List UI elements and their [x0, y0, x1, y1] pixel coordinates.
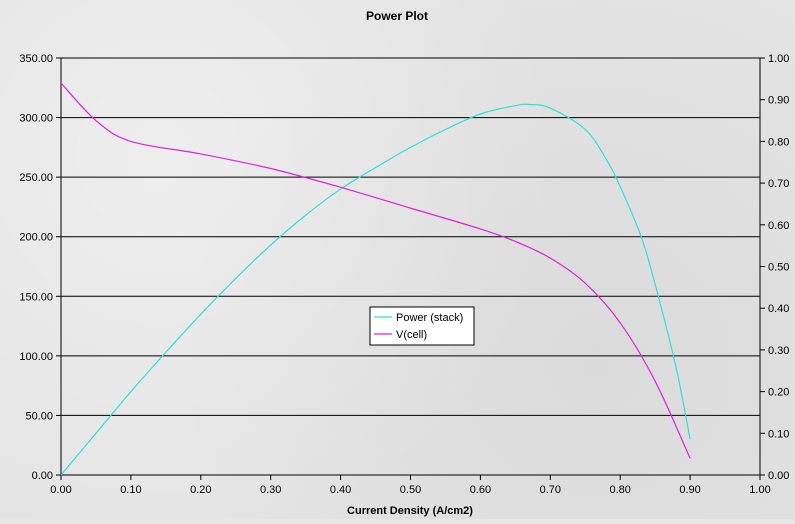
x-tick-label: 0.20 [190, 484, 211, 496]
series-lines [60, 82, 691, 476]
y2-tick-label: 0.50 [768, 262, 789, 274]
y-tick-label: 0.00 [32, 470, 53, 482]
y2-tick-label: 0.80 [768, 136, 789, 148]
x-tick-label: 0.70 [540, 484, 561, 496]
series-line-v-cell [60, 82, 691, 459]
x-tick-label: 0.90 [679, 484, 700, 496]
axes: 0.00 50.00 100.00 150.00 200.00 250.00 300.00 3… [19, 53, 789, 496]
y2-tick-label: 0.10 [768, 428, 789, 440]
y2-tick-label: 0.60 [768, 220, 789, 232]
x-axis-title: Current Density (A/cm2) [347, 505, 473, 517]
y2-tick-label: 0.70 [768, 178, 789, 190]
gridlines [61, 57, 760, 416]
y2-tick-label: 1.00 [768, 53, 789, 65]
y-tick-label: 150.00 [19, 291, 53, 303]
y2-tick-label: 0.00 [768, 470, 789, 482]
legend-box [369, 306, 475, 346]
y2-tick-label: 0.20 [768, 387, 789, 399]
y-tick-label: 300.00 [19, 113, 53, 125]
x-tick-label: 0.50 [400, 484, 421, 496]
y-tick-label: 200.00 [19, 232, 53, 244]
legend: Power (stack) V(cell) [369, 306, 475, 346]
x-tick-label: 0.30 [260, 484, 281, 496]
y-tick-label: 350.00 [19, 53, 53, 65]
x-tick-label: 1.00 [749, 484, 770, 496]
y-tick-label: 100.00 [19, 351, 53, 363]
x-tick-label: 0.80 [609, 484, 630, 496]
x-tick-label: 0.10 [120, 484, 141, 496]
legend-label-v-cell: V(cell) [396, 329, 427, 341]
legend-label-power-stack: Power (stack) [396, 312, 463, 324]
y-tick-label: 250.00 [19, 172, 53, 184]
y2-tick-label: 0.40 [768, 303, 789, 315]
y2-tick-label: 0.30 [768, 345, 789, 357]
y-tick-label: 50.00 [25, 410, 53, 422]
chart-title: Power Plot [366, 9, 428, 23]
x-tick-label: 0.00 [50, 484, 71, 496]
x-tick-label: 0.60 [470, 484, 491, 496]
x-tick-label: 0.40 [330, 484, 351, 496]
y2-tick-label: 0.90 [768, 95, 789, 107]
series-line-power-stack [60, 103, 691, 476]
